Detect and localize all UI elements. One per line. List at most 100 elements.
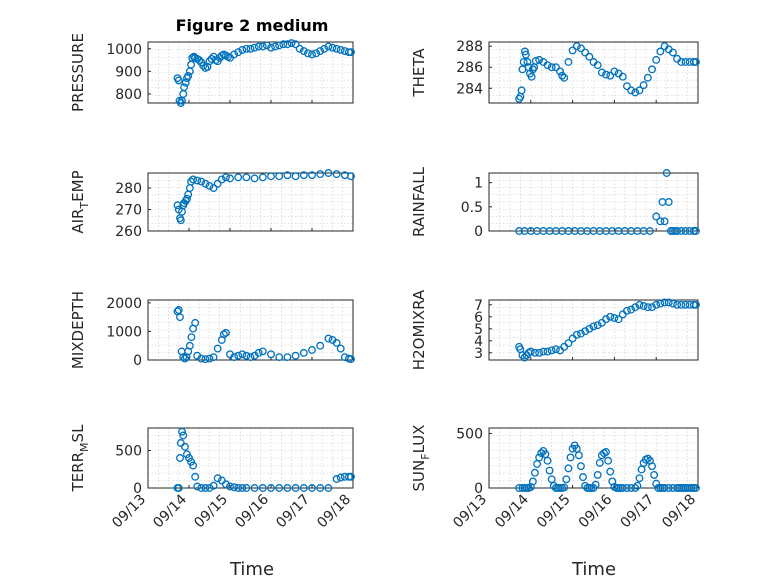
data-point xyxy=(324,42,333,51)
data-point xyxy=(681,58,690,66)
y-tick-label: 800 xyxy=(115,87,142,103)
data-point xyxy=(533,460,542,468)
y-tick-label: 284 xyxy=(456,81,483,97)
data-point xyxy=(643,454,652,463)
data-point xyxy=(275,172,284,181)
data-point xyxy=(195,56,204,65)
data-point xyxy=(347,355,355,364)
data-point xyxy=(622,484,631,492)
data-point xyxy=(176,454,184,462)
y-tick-label: 280 xyxy=(115,181,142,197)
data-point xyxy=(547,346,556,355)
data-point xyxy=(275,353,284,362)
y-tick-label: 0 xyxy=(474,224,483,240)
data-point xyxy=(668,299,677,308)
data-point xyxy=(242,484,251,492)
data-point xyxy=(531,56,540,65)
data-point xyxy=(205,484,214,492)
panel-rainfall: 0 0.5 1 RAINFALL xyxy=(410,166,700,240)
data-point xyxy=(517,86,526,95)
data-point xyxy=(660,484,669,492)
x-tick-label: 09/15 xyxy=(191,492,231,532)
y-tick-label: 286 xyxy=(456,60,483,76)
y-tick-label: 900 xyxy=(115,64,142,80)
data-point xyxy=(526,347,535,356)
data-point xyxy=(595,458,604,467)
data-point xyxy=(299,47,308,55)
data-point xyxy=(579,473,587,482)
data-point xyxy=(283,353,292,362)
figure-title: Figure 2 medium xyxy=(176,16,329,35)
data-point xyxy=(179,431,188,440)
data-point xyxy=(238,484,247,492)
data-point xyxy=(635,86,644,95)
y-tick-label: 270 xyxy=(115,203,142,219)
data-point xyxy=(673,300,682,309)
data-point xyxy=(299,348,308,357)
data-point xyxy=(635,300,644,309)
axes-box xyxy=(147,172,354,232)
data-point xyxy=(551,63,560,72)
data-point xyxy=(691,227,700,235)
data-point xyxy=(283,40,292,49)
data-point xyxy=(209,184,218,192)
panel-mixdepth: 0 1000 2000 MIXDEPTH xyxy=(69,291,355,369)
data-point xyxy=(572,42,581,51)
data-point xyxy=(199,61,208,70)
data-point xyxy=(176,216,185,225)
data-point xyxy=(258,173,267,182)
data-point xyxy=(238,45,247,54)
data-point xyxy=(562,475,571,484)
x-tick-label: 09/13 xyxy=(450,492,490,532)
data-point xyxy=(176,313,184,322)
data-point xyxy=(610,314,619,322)
data-point xyxy=(324,484,333,492)
y-label-subscript: T xyxy=(78,202,91,210)
data-point xyxy=(593,61,602,70)
data-point xyxy=(182,450,191,459)
data-point xyxy=(535,55,544,64)
data-point xyxy=(566,453,575,462)
data-point xyxy=(631,303,640,312)
data-point xyxy=(631,88,640,97)
data-point xyxy=(602,315,610,324)
data-point xyxy=(543,347,552,356)
data-point xyxy=(637,465,646,474)
data-point xyxy=(604,456,613,465)
data-point xyxy=(523,58,532,66)
x-tick-label: 09/17 xyxy=(618,492,658,532)
y-tick-label: 4 xyxy=(474,334,483,350)
data-point xyxy=(622,82,631,91)
data-point xyxy=(271,42,280,51)
y-axis-label: PRESSURE xyxy=(69,33,87,112)
x-tick-label: 09/15 xyxy=(534,492,574,532)
axes-box xyxy=(147,427,354,489)
data-point xyxy=(193,176,202,185)
data-point xyxy=(221,328,230,337)
data-point xyxy=(238,350,247,359)
data-point xyxy=(174,306,183,314)
data-point xyxy=(197,484,206,492)
data-point xyxy=(234,173,243,182)
data-point xyxy=(639,81,648,90)
data-point xyxy=(589,322,598,331)
y-label-main: AIR xyxy=(69,209,87,234)
y-axis-label: H2OMIXRA xyxy=(410,289,428,370)
y-label-suffix: SL xyxy=(69,424,87,443)
axes-box xyxy=(488,427,699,489)
data-point xyxy=(312,49,321,58)
data-point xyxy=(668,48,677,57)
data-point xyxy=(539,347,548,356)
data-point xyxy=(531,348,539,357)
data-point xyxy=(643,73,652,82)
data-point xyxy=(185,454,193,462)
data-point xyxy=(564,464,573,473)
data-point xyxy=(205,354,214,363)
data-point xyxy=(602,70,610,79)
data-point xyxy=(336,45,345,54)
data-point xyxy=(639,302,648,310)
data-point xyxy=(618,72,627,81)
data-point xyxy=(242,44,251,53)
data-point xyxy=(180,83,189,92)
x-tick-label: 09/18 xyxy=(314,492,354,532)
